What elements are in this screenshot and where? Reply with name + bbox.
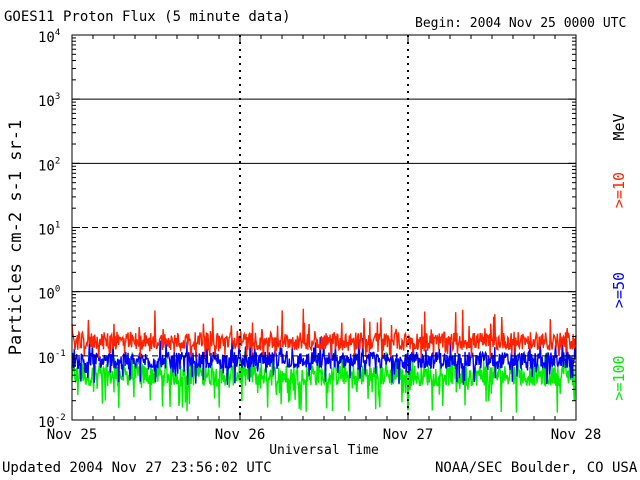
updated-time: Updated 2004 Nov 27 23:56:02 UTC: [2, 460, 272, 476]
legend-label-2: >=100: [610, 355, 628, 400]
plot-grid: [72, 35, 576, 420]
y-tick-label: 103: [38, 92, 60, 110]
legend-unit: MeV: [610, 113, 628, 140]
y-tick-label: 10-1: [38, 349, 66, 367]
x-axis-title: Universal Time: [269, 443, 379, 458]
x-tick-label: Nov 25: [47, 427, 98, 443]
plot-axes: [71, 34, 577, 421]
x-tick-label: Nov 26: [215, 427, 266, 443]
legend-label-1: >=50: [610, 272, 628, 308]
plot-labels: 10-2 10-1 100 101 102 103 104 Nov 25 Nov 26 Nov 2…: [6, 28, 628, 458]
plot-series: [71, 308, 577, 413]
y-tick-label: 100: [38, 285, 60, 303]
begin-time: Begin: 2004 Nov 25 0000 UTC: [415, 16, 627, 31]
legend-label-0: >=10: [610, 172, 628, 208]
x-tick-label: Nov 27: [383, 427, 434, 443]
credit: NOAA/SEC Boulder, CO USA: [435, 460, 638, 476]
y-tick-label: 104: [38, 28, 60, 46]
y-tick-label: 101: [38, 221, 60, 239]
y-tick-label: 10-2: [38, 413, 66, 431]
y-axis-title: Particles cm-2 s-1 sr-1: [6, 120, 26, 355]
proton-flux-chart: 10-2 10-1 100 101 102 103 104 Nov 25 Nov 26 Nov 2…: [6, 28, 628, 458]
series-line-0: [71, 308, 577, 359]
chart-title: GOES11 Proton Flux (5 minute data): [4, 9, 291, 25]
y-tick-label: 102: [38, 156, 60, 174]
x-tick-label: Nov 28: [551, 427, 602, 443]
